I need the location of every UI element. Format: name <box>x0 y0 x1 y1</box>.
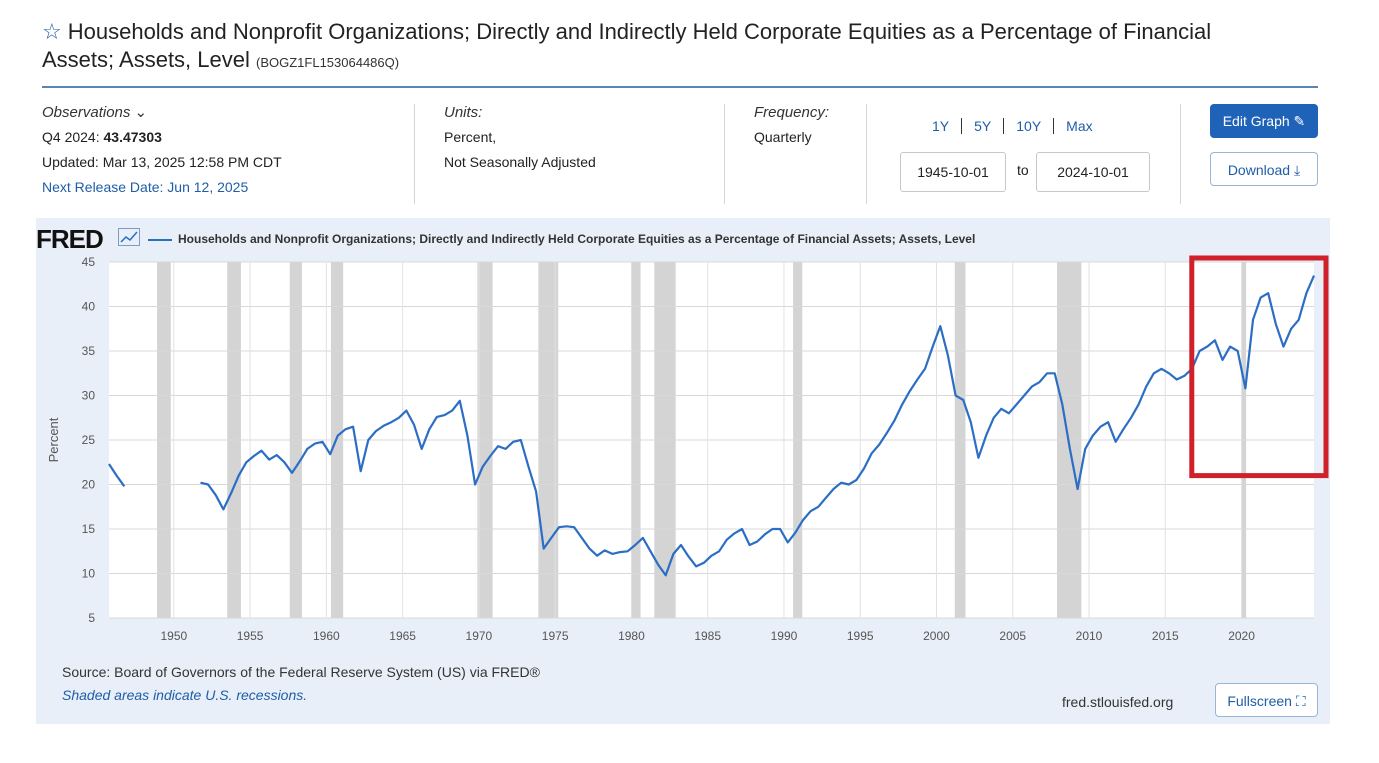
x-tick-label: 1965 <box>389 629 416 643</box>
recession-note: Shaded areas indicate U.S. recessions. <box>62 687 308 703</box>
edit-icon: ✎ <box>1293 113 1306 129</box>
units-label: Units: <box>444 104 483 121</box>
x-tick-label: 2005 <box>999 629 1026 643</box>
fred-url: fred.stlouisfed.org <box>1062 694 1174 710</box>
edit-graph-button[interactable]: Edit Graph ✎ <box>1210 104 1318 138</box>
x-tick-label: 1955 <box>237 629 264 643</box>
fullscreen-button[interactable]: Fullscreen ⛶ <box>1215 683 1318 717</box>
x-tick-label: 1960 <box>313 629 340 643</box>
divider <box>1180 104 1181 204</box>
download-button[interactable]: Download ⤓ <box>1210 152 1318 186</box>
series-line <box>108 463 126 487</box>
x-tick-label: 2000 <box>923 629 950 643</box>
series-id: (BOGZ1FL153064486Q) <box>256 55 400 70</box>
fullscreen-icon: ⛶ <box>1295 693 1306 709</box>
x-tick-label: 1995 <box>847 629 874 643</box>
legend-swatch <box>148 238 172 241</box>
units-line2: Not Seasonally Adjusted <box>444 154 596 170</box>
chart-trend-icon <box>118 228 140 246</box>
star-icon[interactable]: ☆ <box>42 19 62 44</box>
observations-block: Observations ⌄ Q4 2024: 43.47303 Updated… <box>42 100 282 200</box>
series-line <box>200 275 1316 577</box>
updated-text: Updated: Mar 13, 2025 12:58 PM CDT <box>42 154 282 170</box>
divider <box>724 104 725 204</box>
observation-period: Q4 2024: <box>42 129 100 145</box>
chart-legend: Households and Nonprofit Organizations; … <box>148 232 975 246</box>
x-tick-label: 1950 <box>160 629 187 643</box>
title-text: Households and Nonprofit Organizations; … <box>67 19 1212 44</box>
x-tick-label: 1980 <box>618 629 645 643</box>
y-tick-label: 10 <box>82 567 96 581</box>
frequency-value: Quarterly <box>754 129 812 145</box>
divider <box>414 104 415 204</box>
title-text-line2: Assets; Assets, Level <box>42 47 250 72</box>
frequency-block: Frequency: Quarterly <box>754 100 829 150</box>
fred-logo: FRED <box>36 224 104 254</box>
start-date-input[interactable]: 1945-10-01 <box>900 152 1006 192</box>
y-tick-label: 25 <box>82 433 96 447</box>
range-buttons: 1Y 5Y 10Y Max <box>920 118 1105 134</box>
chevron-down-icon: ⌄ <box>134 104 148 121</box>
divider <box>866 104 867 204</box>
range-1y-button[interactable]: 1Y <box>920 118 963 134</box>
next-release-link[interactable]: Next Release Date: Jun 12, 2025 <box>42 179 249 195</box>
y-tick-label: 40 <box>82 300 96 314</box>
download-icon: ⤓ <box>1293 162 1301 178</box>
title-divider <box>42 86 1318 88</box>
frequency-label: Frequency: <box>754 104 830 121</box>
source-text: Source: Board of Governors of the Federa… <box>62 664 540 680</box>
y-axis-label: Percent <box>46 417 61 462</box>
y-tick-label: 45 <box>82 255 96 269</box>
y-tick-label: 30 <box>82 389 96 403</box>
date-to-label: to <box>1017 162 1029 178</box>
x-tick-label: 2020 <box>1228 629 1255 643</box>
y-tick-label: 15 <box>82 522 96 536</box>
y-tick-label: 5 <box>88 611 95 625</box>
x-tick-label: 1970 <box>466 629 493 643</box>
units-block: Units: Percent, Not Seasonally Adjusted <box>444 100 596 175</box>
observations-dropdown[interactable]: Observations ⌄ <box>42 104 148 121</box>
observation-value: 43.47303 <box>103 129 162 145</box>
range-10y-button[interactable]: 10Y <box>1004 118 1055 134</box>
x-tick-label: 2010 <box>1076 629 1103 643</box>
x-tick-label: 1990 <box>771 629 798 643</box>
legend-label: Households and Nonprofit Organizations; … <box>178 232 976 246</box>
page-title: ☆ Households and Nonprofit Organizations;… <box>42 18 1322 77</box>
highlight-box <box>1189 255 1329 479</box>
meta-bar: Observations ⌄ Q4 2024: 43.47303 Updated… <box>0 100 1379 210</box>
x-tick-label: 2015 <box>1152 629 1179 643</box>
end-date-input[interactable]: 2024-10-01 <box>1036 152 1150 192</box>
range-5y-button[interactable]: 5Y <box>962 118 1005 134</box>
x-tick-label: 1985 <box>694 629 721 643</box>
line-chart: 5 10 15 20 25 30 35 40 45 1950 1955 1960 1965 1970 197… <box>46 255 1329 643</box>
units-line1: Percent, <box>444 129 497 145</box>
y-tick-label: 20 <box>82 478 96 492</box>
y-tick-label: 35 <box>82 344 96 358</box>
x-tick-label: 1975 <box>542 629 569 643</box>
range-max-button[interactable]: Max <box>1066 118 1093 134</box>
